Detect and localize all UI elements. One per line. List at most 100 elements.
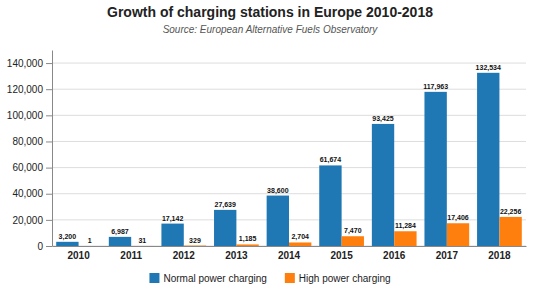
legend-item: High power charging [285,273,391,284]
data-label: 3,200 [59,233,77,241]
y-tick: 100,000 [7,110,52,121]
data-label: 93,425 [372,115,394,123]
bar [319,165,341,246]
grid-line [52,193,526,194]
x-tick: 2017 [436,250,459,261]
data-label: 132,534 [476,64,501,72]
data-label: 329 [189,237,201,244]
legend-item: Normal power charging [149,273,266,284]
grid-line [52,89,526,90]
bar [161,224,183,246]
bar [342,236,364,246]
y-tick-mark [46,63,52,64]
x-tick: 2011 [120,250,142,261]
x-tick-label: 2012 [173,250,196,261]
y-tick-label: 80,000 [12,136,43,147]
bar [214,210,236,246]
y-tick-mark [46,246,52,247]
data-label: 31 [138,237,146,244]
grid-line [52,141,526,142]
y-tick: 20,000 [12,215,52,226]
data-label: 17,142 [162,215,184,223]
x-tick-label: 2010 [67,250,90,261]
x-tick: 2010 [67,250,90,261]
bars [56,73,522,246]
bar [372,124,394,246]
x-tick: 2016 [383,250,406,261]
y-tick-label: 120,000 [7,84,44,95]
y-tick: 140,000 [7,58,52,69]
bar-series [79,217,522,246]
y-tick-mark [46,141,52,142]
data-label: 2,704 [291,233,309,241]
plot: 0 20,000 40,000 60,000 80,000 100,000 120,000 1… [7,51,527,262]
chart: Growth of charging stations in Europe 20… [0,0,540,290]
y-axis: 0 20,000 40,000 60,000 80,000 100,000 120,000 1… [7,51,53,252]
x-tick-label: 2014 [278,250,301,261]
data-label: 61,674 [320,156,342,164]
data-label: 7,470 [344,227,362,235]
bar [267,196,289,246]
y-tick: 40,000 [12,188,52,199]
y-tick: 120,000 [7,84,52,95]
bar [394,231,416,246]
data-label: 11,284 [395,222,416,230]
grid-line [52,115,526,116]
bar [236,244,258,246]
bar [424,92,446,246]
x-tick: 2013 [225,250,248,261]
data-labels: 3,200 6,987 17,142 27,639 38,600 61,674 93,425… [59,64,522,244]
data-label: 6,987 [111,228,129,236]
x-axis: 2010 2011 2012 2013 2014 2015 2016 2017 2018 [53,247,527,262]
bar [131,245,153,246]
legend-label: Normal power charging [163,273,266,284]
bar [447,223,469,246]
data-label: 1 [88,237,92,244]
y-tick: 80,000 [12,136,52,147]
bar [289,242,311,246]
data-label: 38,600 [267,187,289,195]
bar-series [56,73,499,246]
y-tick-label: 60,000 [12,162,43,173]
y-tick-label: 20,000 [12,215,43,226]
legend-swatch [149,273,159,283]
title: Growth of charging stations in Europe 20… [107,4,433,20]
data-label: 27,639 [215,201,237,209]
bar [499,217,521,246]
subtitle: Source: European Alternative Fuels Obser… [163,24,379,35]
y-tick-mark [46,220,52,221]
y-axis-line [52,51,53,247]
x-tick: 2012 [173,250,196,261]
legend-swatch [285,273,295,283]
y-tick-mark [46,168,52,169]
data-label: 22,256 [500,208,522,216]
x-tick: 2014 [278,250,301,261]
legend: Normal power charging High power charging [149,273,390,284]
y-tick-label: 40,000 [12,188,43,199]
y-tick-label: 140,000 [7,58,44,69]
bar [56,242,78,246]
y-tick-mark [46,89,52,90]
bar [109,237,131,246]
x-tick-label: 2015 [330,250,353,261]
x-tick-label: 2016 [383,250,406,261]
bar [79,245,101,246]
y-tick-mark [46,115,52,116]
x-tick: 2015 [330,250,353,261]
data-label: 117,963 [423,83,448,91]
grid [52,63,526,246]
y-tick-mark [46,194,52,195]
x-tick-label: 2011 [120,250,142,261]
y-tick: 60,000 [12,162,52,173]
y-tick: 0 [37,241,52,252]
x-tick: 2018 [488,250,511,261]
x-axis-line [53,246,527,247]
x-tick-label: 2013 [225,250,248,261]
grid-line [52,167,526,168]
legend-label: High power charging [299,273,391,284]
x-tick-label: 2017 [436,250,459,261]
y-tick-label: 100,000 [7,110,44,121]
data-label: 1,185 [239,235,257,243]
data-label: 17,406 [447,214,469,222]
y-tick-label: 0 [37,241,43,252]
